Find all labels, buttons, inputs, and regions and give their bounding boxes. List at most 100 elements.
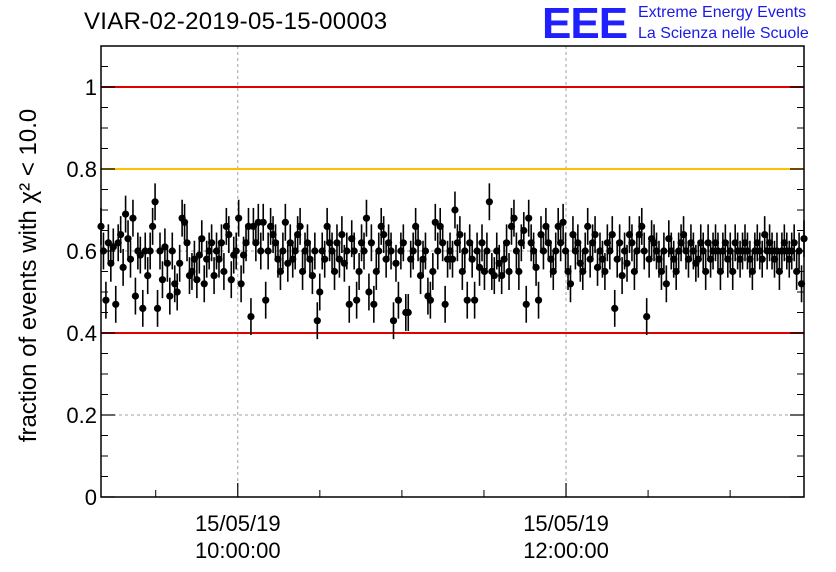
data-point bbox=[151, 198, 159, 206]
data-point bbox=[247, 313, 255, 321]
data-point bbox=[628, 239, 636, 247]
data-point bbox=[502, 239, 511, 247]
data-point bbox=[616, 239, 624, 247]
data-point bbox=[355, 267, 363, 276]
data-point bbox=[259, 218, 267, 226]
data-point bbox=[485, 198, 493, 206]
data-point bbox=[232, 247, 240, 255]
data-point bbox=[311, 247, 319, 255]
data-point bbox=[468, 255, 476, 263]
data-point bbox=[431, 218, 439, 226]
data-point bbox=[525, 214, 533, 222]
x-tick-date-label: 15/05/19 bbox=[195, 511, 281, 536]
data-point bbox=[308, 272, 316, 280]
data-point bbox=[144, 272, 152, 280]
data-point bbox=[414, 239, 422, 247]
data-point bbox=[330, 267, 339, 276]
data-point bbox=[173, 288, 181, 296]
data-point bbox=[726, 247, 734, 255]
data-point bbox=[190, 255, 199, 263]
data-point bbox=[559, 218, 567, 226]
data-point bbox=[549, 267, 557, 276]
data-point bbox=[163, 259, 171, 267]
data-point bbox=[439, 239, 447, 247]
data-point bbox=[237, 280, 245, 288]
y-axis-label: fraction of events with χ² < 10.0 bbox=[15, 109, 42, 442]
data-point bbox=[394, 296, 403, 304]
y-tick-label: 0.4 bbox=[66, 321, 97, 346]
data-point bbox=[183, 239, 191, 247]
data-point bbox=[372, 267, 380, 276]
data-point bbox=[119, 263, 127, 271]
data-point bbox=[448, 255, 457, 263]
data-point bbox=[350, 247, 358, 255]
data-point bbox=[338, 231, 346, 239]
data-point bbox=[623, 259, 631, 267]
data-point bbox=[557, 239, 565, 247]
data-point bbox=[335, 255, 344, 263]
data-point bbox=[156, 247, 164, 255]
data-point bbox=[716, 267, 725, 276]
y-tick-label: 0.2 bbox=[66, 403, 97, 428]
data-point bbox=[790, 239, 798, 247]
data-point bbox=[618, 272, 626, 280]
data-point bbox=[539, 247, 548, 255]
data-point bbox=[643, 313, 651, 321]
data-point bbox=[699, 247, 707, 255]
data-point bbox=[510, 214, 518, 222]
data-point bbox=[102, 296, 110, 304]
data-point bbox=[220, 267, 228, 276]
data-point bbox=[441, 300, 449, 308]
data-point bbox=[461, 247, 469, 255]
data-point bbox=[321, 255, 329, 263]
data-point bbox=[483, 247, 491, 255]
data-point bbox=[210, 272, 218, 280]
data-point bbox=[121, 210, 130, 218]
data-point bbox=[158, 276, 167, 284]
data-point bbox=[252, 239, 260, 247]
data-point bbox=[153, 304, 162, 312]
data-point bbox=[360, 247, 368, 255]
data-point bbox=[264, 247, 272, 255]
data-point bbox=[522, 300, 530, 308]
data-point bbox=[380, 231, 388, 239]
logo-line2: La Scienza nelle Scuole bbox=[638, 25, 809, 42]
data-point bbox=[478, 239, 486, 247]
data-point bbox=[168, 247, 176, 255]
data-point bbox=[475, 263, 484, 271]
data-point bbox=[581, 247, 589, 255]
y-tick-label: 0 bbox=[85, 485, 97, 510]
data-point bbox=[117, 231, 125, 239]
data-point bbox=[375, 247, 383, 255]
data-point bbox=[313, 317, 321, 325]
data-point bbox=[279, 247, 287, 255]
data-point bbox=[227, 276, 235, 284]
data-point bbox=[552, 247, 560, 255]
y-tick-label: 0.6 bbox=[66, 239, 97, 264]
data-point bbox=[166, 292, 174, 300]
data-point bbox=[532, 263, 540, 271]
data-point bbox=[601, 267, 609, 276]
data-point bbox=[198, 235, 206, 243]
data-point bbox=[262, 296, 270, 304]
data-point bbox=[316, 288, 324, 296]
data-point bbox=[345, 300, 353, 308]
data-point bbox=[458, 267, 466, 276]
data-point bbox=[136, 251, 144, 259]
data-point bbox=[404, 308, 412, 317]
data-point bbox=[463, 296, 471, 304]
data-point bbox=[200, 280, 208, 288]
data-point bbox=[748, 267, 756, 276]
data-point bbox=[657, 267, 666, 276]
data-point bbox=[139, 304, 147, 312]
data-point bbox=[180, 218, 189, 226]
data-point bbox=[456, 231, 464, 239]
data-point bbox=[426, 296, 434, 304]
data-point bbox=[387, 247, 395, 255]
data-point bbox=[429, 267, 437, 276]
data-point bbox=[584, 222, 592, 230]
data-point bbox=[126, 255, 135, 263]
data-point bbox=[471, 296, 479, 304]
data-point bbox=[702, 267, 710, 276]
data-point bbox=[104, 239, 112, 247]
